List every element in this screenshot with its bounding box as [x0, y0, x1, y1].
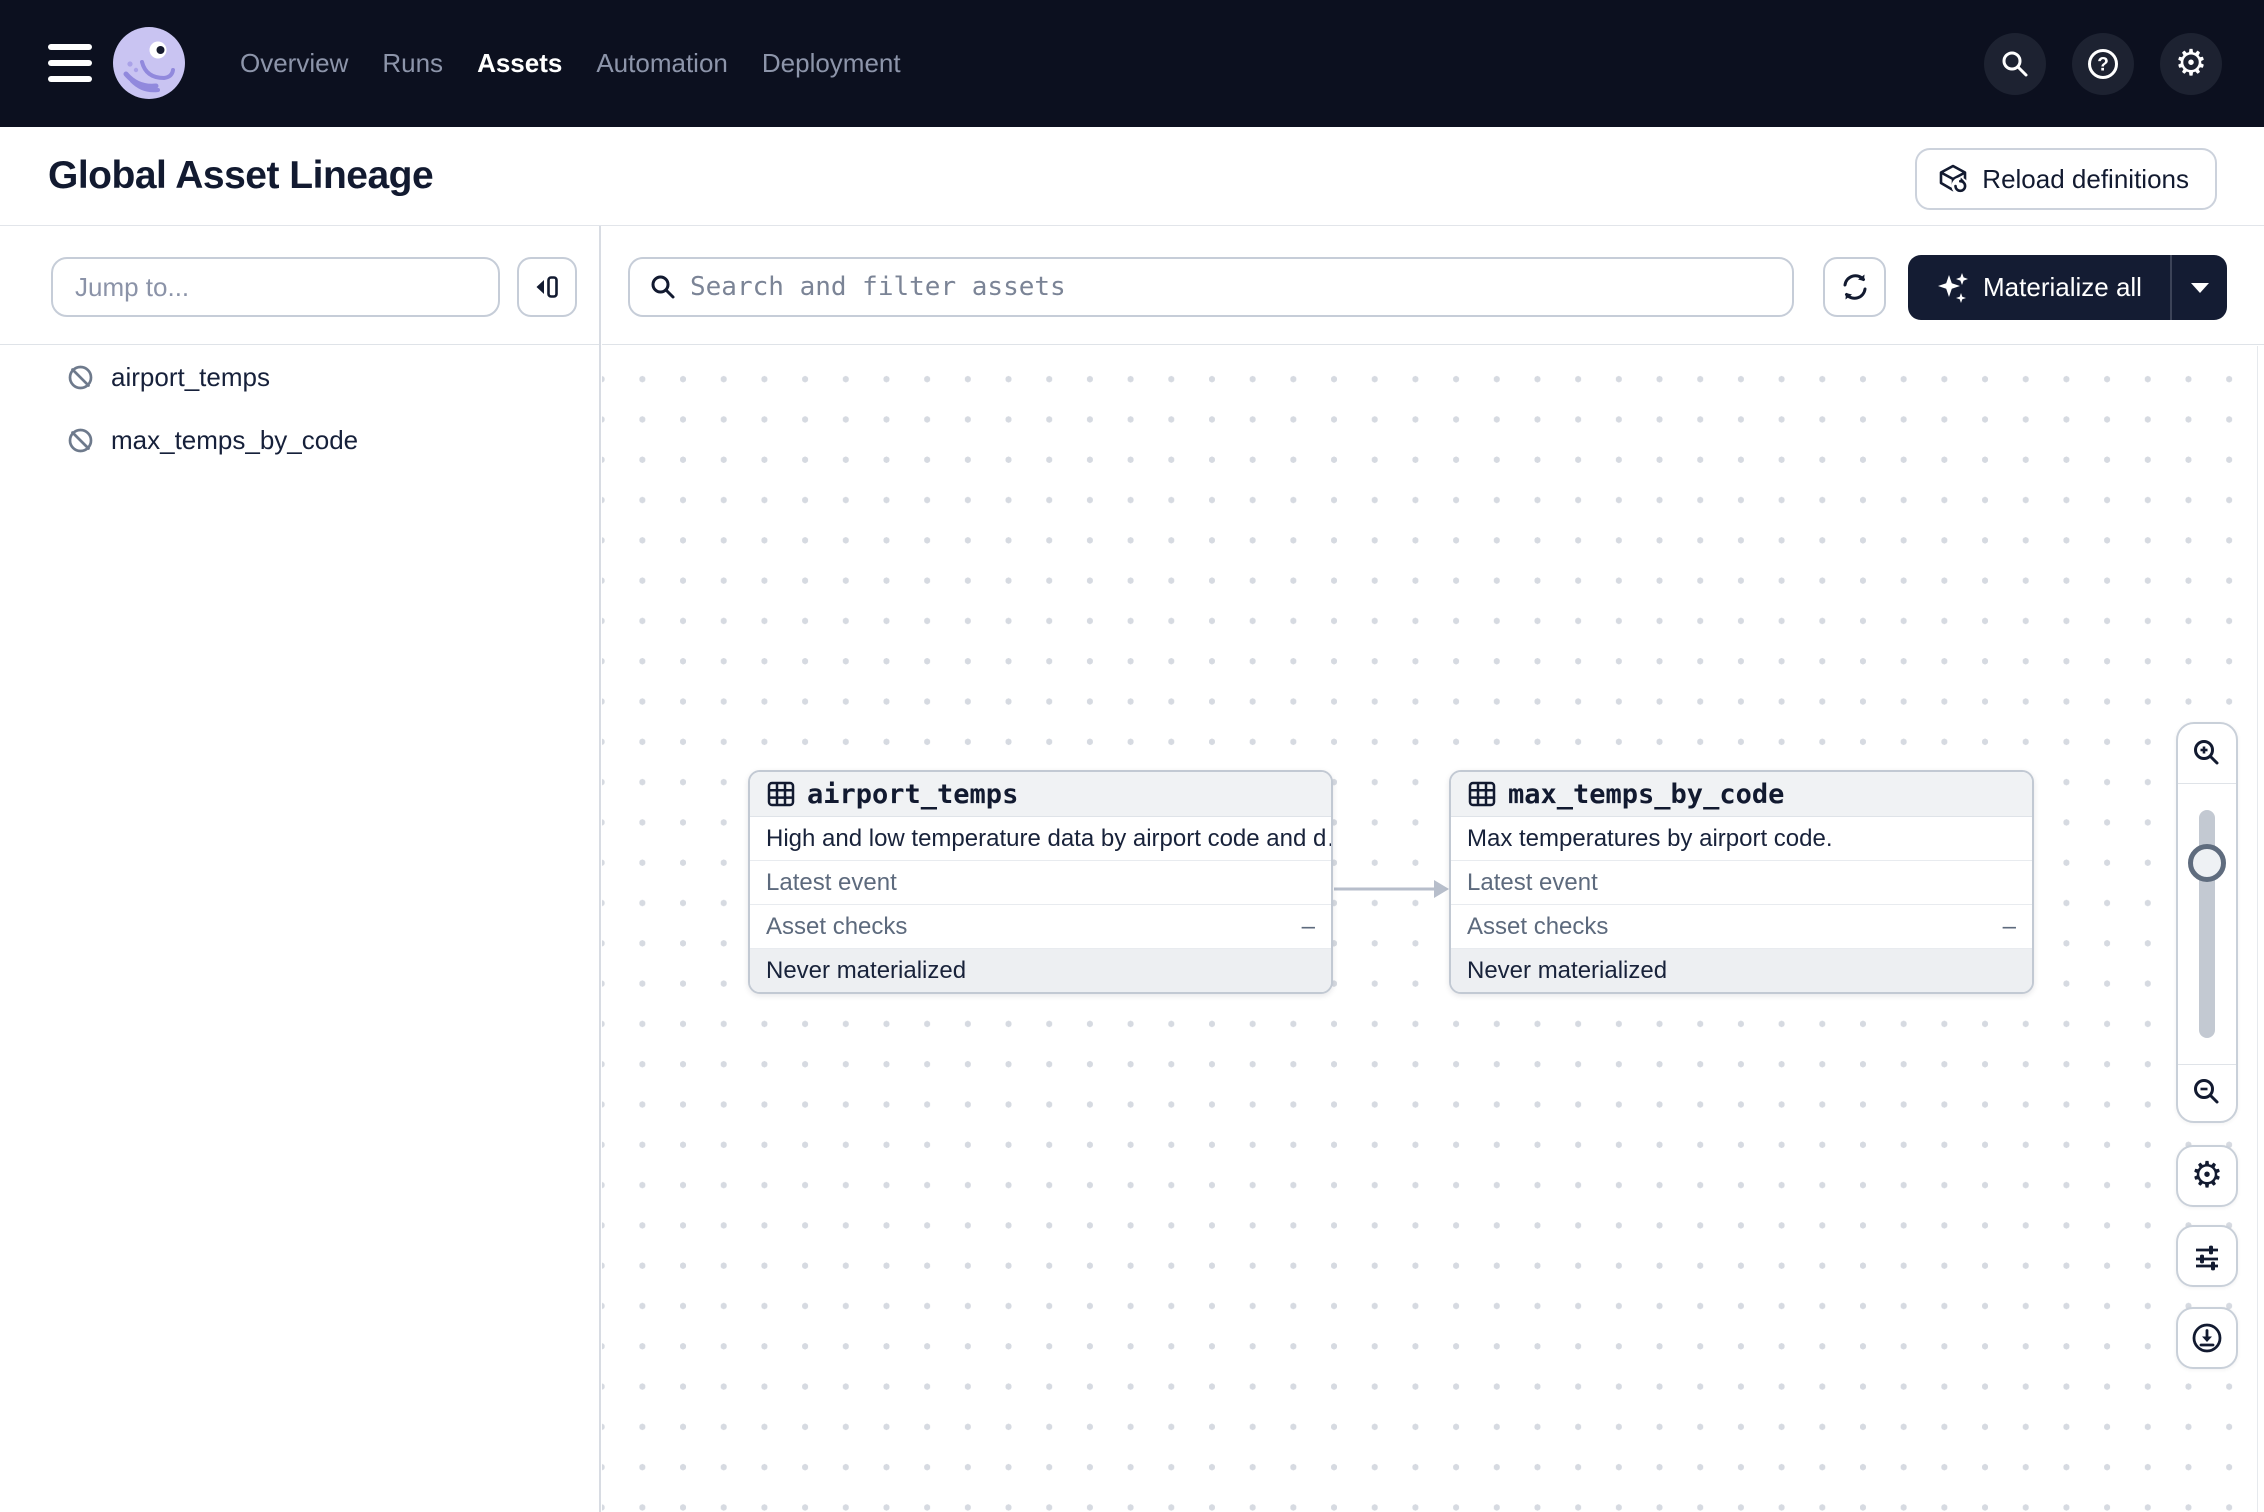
- nav-runs[interactable]: Runs: [382, 48, 444, 78]
- page-title: Global Asset Lineage: [48, 154, 434, 197]
- asset-node-max-temps-by-code[interactable]: max_temps_by_code Max temperatures by ai…: [1449, 770, 2034, 994]
- top-nav: Overview Runs Assets Automation Deployme…: [0, 0, 2264, 127]
- graph-filters-button[interactable]: [2176, 1225, 2238, 1287]
- settings-button[interactable]: ⚙: [2160, 32, 2222, 95]
- asset-checks-row: Asset checks –: [1451, 905, 2032, 949]
- asset-name: airport_temps: [111, 362, 270, 392]
- table-icon: [1468, 781, 1496, 807]
- lineage-graph[interactable]: airport_temps High and low temperature d…: [602, 346, 2264, 1512]
- zoom-slider-thumb[interactable]: [2188, 844, 2226, 882]
- sparkles-icon: [1938, 272, 1969, 303]
- latest-event-label: Latest event: [766, 868, 897, 896]
- zoom-out-button[interactable]: [2178, 1064, 2236, 1121]
- help-icon: ?: [2088, 48, 2118, 79]
- nav-deployment[interactable]: Deployment: [761, 48, 901, 78]
- node-status: Never materialized: [750, 949, 1331, 992]
- canvas-right-gutter: [2257, 346, 2264, 1512]
- refresh-icon: [1843, 274, 1866, 300]
- help-button[interactable]: ?: [2072, 32, 2134, 95]
- lineage-sidebar: airport_temps max_temps_by_code: [0, 226, 601, 1512]
- never-materialized-icon: [68, 365, 93, 390]
- latest-event-label: Latest event: [1467, 868, 1598, 896]
- dagster-logo-icon[interactable]: [112, 26, 186, 100]
- asset-name: max_temps_by_code: [111, 425, 359, 455]
- page-header: Global Asset Lineage Reload definitions: [0, 127, 2264, 226]
- collapse-panel-button[interactable]: [517, 257, 577, 317]
- latest-event-row: Latest event: [750, 861, 1331, 905]
- asset-node-airport-temps[interactable]: airport_temps High and low temperature d…: [748, 770, 1333, 994]
- sidebar-toolbar: [0, 226, 599, 345]
- node-header: max_temps_by_code: [1451, 772, 2032, 817]
- search-icon: [651, 275, 675, 299]
- table-icon: [767, 781, 795, 807]
- chevron-down-icon: [2190, 282, 2209, 293]
- zoom-out-icon: [2194, 1079, 2219, 1104]
- zoom-in-icon: [2194, 739, 2219, 764]
- nav-assets[interactable]: Assets: [477, 48, 563, 78]
- panel-collapse-icon: [536, 276, 558, 298]
- asset-checks-value: –: [1301, 912, 1315, 940]
- search-assets-input[interactable]: [690, 272, 1774, 302]
- content: airport_temps max_temps_by_code: [0, 226, 2264, 1512]
- download-image-button[interactable]: [2176, 1307, 2238, 1369]
- jump-to-input[interactable]: [51, 257, 500, 317]
- node-title: max_temps_by_code: [1508, 778, 1785, 810]
- node-status: Never materialized: [1451, 949, 2032, 992]
- tune-sliders-icon: [2196, 1245, 2218, 1271]
- zoom-slider[interactable]: [2178, 784, 2236, 1064]
- zoom-in-button[interactable]: [2178, 724, 2236, 784]
- nav-automation[interactable]: Automation: [596, 48, 728, 78]
- asset-checks-row: Asset checks –: [750, 905, 1331, 949]
- lineage-edge: [1334, 880, 1449, 898]
- asset-search-box: [628, 257, 1794, 317]
- search-icon: [2002, 51, 2028, 76]
- sidebar-item-max-temps-by-code[interactable]: max_temps_by_code: [0, 409, 599, 472]
- reload-definitions-button[interactable]: Reload definitions: [1915, 148, 2217, 210]
- cube-refresh-icon: [1939, 164, 1969, 195]
- lineage-canvas: Materialize all: [602, 226, 2264, 1512]
- materialize-split-button: Materialize all: [1908, 255, 2227, 320]
- asset-checks-label: Asset checks: [1467, 912, 1609, 940]
- graph-settings-button[interactable]: ⚙: [2176, 1145, 2238, 1207]
- search-button[interactable]: [1984, 32, 2046, 95]
- asset-checks-value: –: [2002, 912, 2016, 940]
- main-nav: Overview Runs Assets Automation Deployme…: [240, 0, 901, 127]
- materialize-all-label: Materialize all: [1983, 272, 2142, 302]
- menu-icon[interactable]: [48, 44, 92, 82]
- svg-text:?: ?: [2097, 54, 2109, 75]
- reload-definitions-label: Reload definitions: [1982, 163, 2189, 194]
- node-description: High and low temperature data by airport…: [750, 817, 1331, 861]
- zoom-control-panel: [2176, 722, 2238, 1123]
- node-description: Max temperatures by airport code.: [1451, 817, 2032, 861]
- split-divider: [2170, 255, 2172, 320]
- download-icon: [2192, 1323, 2222, 1353]
- gear-icon: ⚙: [2190, 1155, 2224, 1196]
- nav-icon-group: ? ⚙: [1984, 0, 2222, 127]
- asset-list: airport_temps max_temps_by_code: [0, 346, 599, 472]
- canvas-toolbar: Materialize all: [602, 226, 2264, 345]
- node-title: airport_temps: [807, 778, 1019, 810]
- materialize-options-button[interactable]: [2172, 255, 2227, 320]
- never-materialized-icon: [68, 428, 93, 453]
- latest-event-row: Latest event: [1451, 861, 2032, 905]
- materialize-all-button[interactable]: Materialize all: [1908, 255, 2170, 320]
- refresh-button[interactable]: [1823, 257, 1886, 317]
- nav-overview[interactable]: Overview: [240, 48, 349, 78]
- sidebar-item-airport-temps[interactable]: airport_temps: [0, 346, 599, 409]
- node-header: airport_temps: [750, 772, 1331, 817]
- asset-checks-label: Asset checks: [766, 912, 908, 940]
- gear-icon: ⚙: [2174, 42, 2208, 84]
